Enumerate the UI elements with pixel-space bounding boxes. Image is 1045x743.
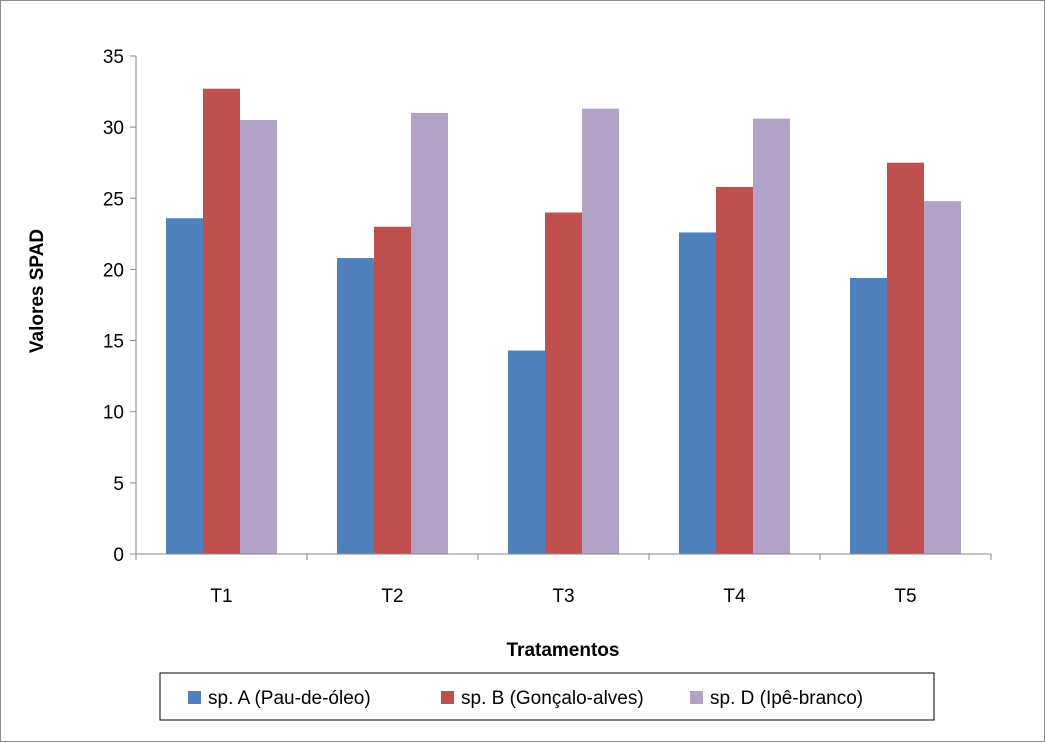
legend-swatch-series-2: [441, 691, 454, 704]
legend-box: [159, 672, 935, 721]
x-axis-title: Tratamentos: [507, 640, 620, 661]
legend-label-series-2: sp. B (Gonçalo-alves): [461, 688, 644, 709]
x-tick-label: T3: [552, 586, 574, 607]
bar-T4-series-1: [679, 232, 716, 555]
y-tick-label: 30: [103, 118, 124, 139]
y-tick-label: 0: [113, 545, 124, 566]
bar-T3-series-1: [508, 350, 545, 554]
legend: sp. A (Pau-de-óleo) sp. B (Gonçalo-alves)…: [159, 672, 935, 721]
bar-T5-series-2: [887, 162, 924, 554]
bar-T5-series-3: [924, 201, 961, 555]
bar-T3-series-2: [545, 212, 582, 554]
legend-swatch-series-3: [690, 691, 703, 704]
bar-T4-series-2: [716, 186, 753, 554]
bar-T4-series-3: [753, 118, 790, 554]
legend-swatch-series-1: [188, 691, 201, 704]
legend-label-series-3: sp. D (Ipê-branco): [710, 688, 863, 709]
bar-T1-series-1: [166, 218, 203, 554]
y-tick-label: 5: [113, 474, 124, 495]
bar-T3-series-3: [582, 108, 619, 554]
x-tick-label: T1: [210, 586, 232, 607]
bar-T1-series-3: [240, 120, 277, 555]
bar-T5-series-1: [850, 277, 887, 554]
x-tick-label: T2: [381, 586, 403, 607]
y-tick-label: 10: [103, 403, 124, 424]
y-tick-label: 35: [103, 47, 124, 68]
bar-T2-series-3: [411, 112, 448, 555]
bar-T1-series-2: [203, 88, 240, 555]
y-tick-label: 20: [103, 260, 124, 281]
bar-T2-series-1: [337, 258, 374, 554]
x-tick-label: T5: [894, 586, 916, 607]
axes-group: 0 5 10 15 20 25 30 35 T1 T2 T3 T4 T5: [103, 47, 992, 607]
y-axis-title: Valores SPAD: [27, 229, 48, 353]
bars-group: [166, 88, 961, 555]
legend-label-series-1: sp. A (Pau-de-óleo): [208, 688, 371, 709]
bar-T2-series-2: [374, 226, 411, 554]
y-tick-label: 15: [103, 332, 124, 353]
y-tick-label: 25: [103, 189, 124, 210]
x-tick-label: T4: [723, 586, 746, 607]
